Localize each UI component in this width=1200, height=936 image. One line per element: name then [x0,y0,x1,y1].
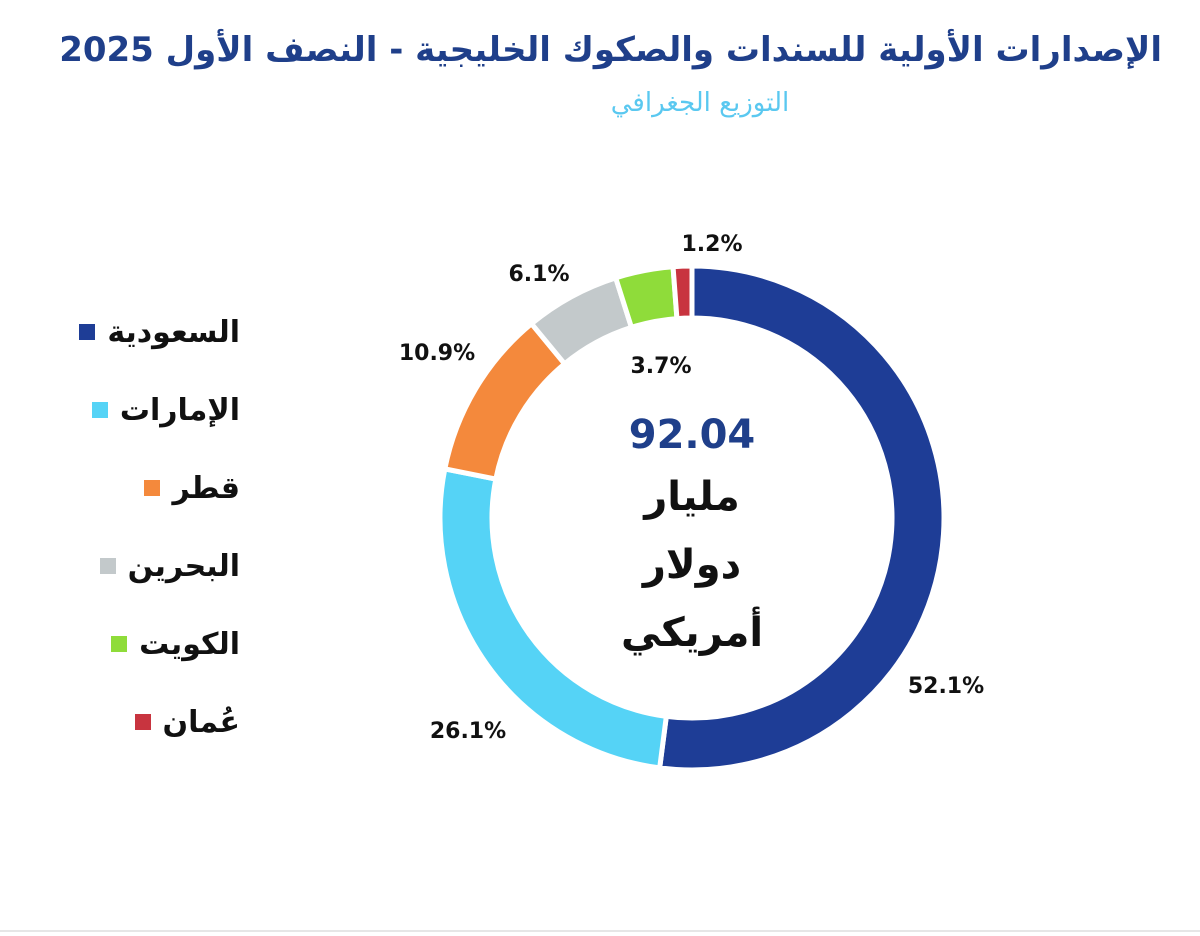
legend-swatch-bahrain [99,558,116,574]
slice-label-qatar: 10.9% [399,341,475,366]
legend-swatch-saudi [79,324,96,340]
donut-slices [437,263,947,773]
donut-slice-saudi [656,263,947,773]
slice-label-oman: 1.2% [681,232,742,257]
legend-item-qatar: قطر [40,468,240,508]
slice-label-kuwait: 3.7% [630,354,691,379]
slice-label-saudi: 52.1% [908,674,984,699]
legend-label-saudi: السعودية [107,314,240,350]
center-unit-line-2: دولار [641,542,741,588]
legend-item-saudi: السعودية [40,312,240,352]
legend-item-uae: الإمارات [40,390,240,430]
legend-swatch-oman [134,714,151,730]
legend-item-kuwait: الكويت [40,624,240,664]
chart-subtitle: التوزيع الجغرافي [610,88,790,118]
legend: السعودية الإمارات قطر البحرين الكويت عُم… [40,312,240,780]
legend-label-qatar: قطر [172,470,240,506]
bottom-divider [0,930,1200,932]
legend-label-uae: الإمارات [119,392,240,428]
legend-label-oman: عُمان [162,704,240,740]
legend-item-bahrain: البحرين [40,546,240,586]
legend-swatch-qatar [144,480,161,496]
legend-swatch-uae [91,402,108,418]
legend-item-oman: عُمان [40,702,240,742]
center-total-value: 92.04 [629,412,756,458]
donut-slice-oman [670,263,695,322]
chart-title: الإصدارات الأولية للسندات والصكوك الخليج… [59,30,1162,70]
legend-swatch-kuwait [111,636,128,652]
legend-label-bahrain: البحرين [127,548,240,584]
center-unit-line-3: أمريكي [621,606,763,656]
slice-label-bahrain: 6.1% [508,262,569,287]
legend-label-kuwait: الكويت [139,626,240,662]
center-unit-line-1: مليار [642,474,739,520]
slice-label-uae: 26.1% [430,719,506,744]
